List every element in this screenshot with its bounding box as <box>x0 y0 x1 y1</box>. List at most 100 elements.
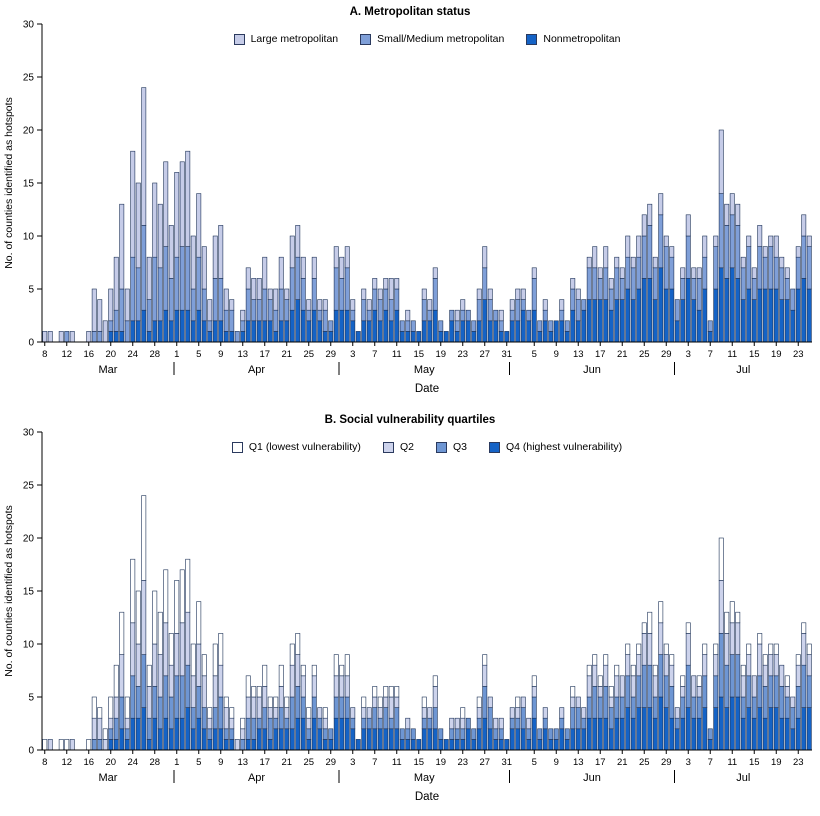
bar-segment <box>344 675 350 698</box>
bar-segment <box>322 309 328 332</box>
bar-segment <box>289 267 295 311</box>
bar-segment <box>174 172 180 258</box>
bar-segment <box>146 664 152 687</box>
bar-segment <box>97 717 103 740</box>
bar-segment <box>707 739 713 751</box>
bar-segment <box>311 717 317 751</box>
bar-segment <box>779 717 785 751</box>
bar-segment <box>190 320 196 343</box>
bar-segment <box>542 717 548 730</box>
bar-segment <box>102 739 108 751</box>
bar-segment <box>163 717 169 751</box>
bar-segment <box>333 654 339 677</box>
bar-segment <box>740 267 746 300</box>
bar-segment <box>696 309 702 343</box>
bar-segment <box>344 696 350 719</box>
bar-segment <box>658 267 664 343</box>
bar-segment <box>245 675 251 698</box>
bar-segment <box>190 728 196 751</box>
bar-segment <box>669 664 675 687</box>
bar-segment <box>256 278 262 300</box>
bar-segment <box>119 203 125 290</box>
bar-segment <box>515 299 521 322</box>
panel-social-vulnerability: 0 5 10 15 20 25 30 No. of counties identified a… <box>0 408 820 816</box>
bar-segment <box>97 707 103 719</box>
bar-segment <box>174 633 180 677</box>
bar-segment <box>289 235 295 269</box>
bar-segment <box>168 633 174 666</box>
bar-segment <box>240 331 246 343</box>
bar-segment <box>570 686 576 698</box>
bar-segment <box>377 288 383 300</box>
bar-segment <box>229 717 235 730</box>
bar-segment <box>757 643 763 677</box>
bar-segment <box>581 717 587 730</box>
x-axis-label: Date <box>415 791 439 803</box>
bar-segment <box>696 675 702 687</box>
bar-segment <box>152 590 158 645</box>
bar-segment <box>553 728 559 740</box>
bar-segment <box>289 309 295 343</box>
bar-segment <box>685 278 691 343</box>
bar-segment <box>311 309 317 343</box>
bar-segment <box>762 246 768 258</box>
bar-segment <box>735 278 741 343</box>
legend-swatch <box>231 441 243 453</box>
bar-segment <box>383 288 389 311</box>
bar-segment <box>284 696 290 708</box>
bar-segment <box>581 299 587 311</box>
bar-segment <box>146 256 152 300</box>
month-label: May <box>414 772 435 784</box>
bar-segment <box>295 633 301 655</box>
x-tick-label: 19 <box>435 757 446 768</box>
bar-segment <box>377 299 383 322</box>
bar-segment <box>240 739 246 751</box>
bar-segment <box>636 654 642 677</box>
y-tick-label: 25 <box>23 481 35 492</box>
bar-segment <box>262 707 268 730</box>
bar-segment <box>460 728 466 740</box>
bar-segment <box>410 739 416 751</box>
bar-segment <box>152 686 158 719</box>
y-axis-label: No. of counties identified as hotspots <box>3 97 15 269</box>
bar-segment <box>229 728 235 740</box>
bar-segment <box>724 278 730 343</box>
bar-segment <box>108 331 114 343</box>
bar-segment <box>647 611 653 634</box>
bar-segment <box>724 664 730 708</box>
bar-segment <box>586 664 592 677</box>
bar-segment <box>487 288 493 300</box>
bar-segment <box>773 654 779 677</box>
bar-segment <box>674 717 680 730</box>
bar-segment <box>735 203 741 226</box>
bar-segment <box>201 246 207 290</box>
bar-segment <box>212 235 218 279</box>
bar-segment <box>630 664 636 677</box>
bar-segment <box>652 299 658 343</box>
bar-segment <box>691 267 697 279</box>
bar-segment <box>119 331 125 343</box>
bar-segment <box>619 278 625 300</box>
bar-segment <box>361 299 367 322</box>
bar-segment <box>691 278 697 300</box>
bar-segment <box>526 728 532 740</box>
bar-segment <box>520 696 526 708</box>
y-tick-label: 20 <box>23 534 35 545</box>
month-label: Mar <box>99 772 118 784</box>
bar-segment <box>724 633 730 666</box>
x-tick-label: 21 <box>617 757 628 768</box>
bar-segment <box>322 707 328 719</box>
x-tick-label: 15 <box>413 757 424 768</box>
bar-segment <box>223 331 229 343</box>
bar-segment <box>515 707 521 719</box>
bar-segment <box>746 654 752 677</box>
bar-segment <box>267 696 273 708</box>
bar-segment <box>427 320 433 343</box>
bar-segment <box>47 739 53 751</box>
bar-segment <box>399 728 405 740</box>
x-tick-label: 5 <box>196 757 201 768</box>
bar-segment <box>328 331 334 343</box>
bar-segment <box>300 717 306 751</box>
bar-segment <box>641 235 647 279</box>
